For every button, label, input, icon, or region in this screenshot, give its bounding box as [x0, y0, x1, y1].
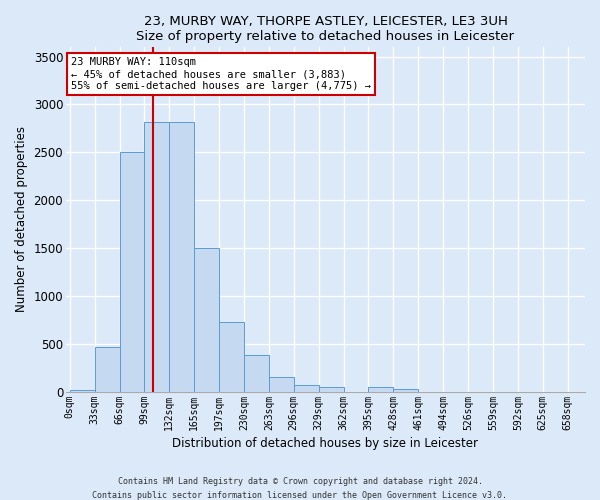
Text: Contains HM Land Registry data © Crown copyright and database right 2024.
Contai: Contains HM Land Registry data © Crown c…: [92, 478, 508, 500]
Title: 23, MURBY WAY, THORPE ASTLEY, LEICESTER, LE3 3UH
Size of property relative to de: 23, MURBY WAY, THORPE ASTLEY, LEICESTER,…: [136, 15, 514, 43]
Bar: [244, 354, 269, 392]
Bar: [368, 387, 394, 392]
Bar: [319, 387, 344, 392]
Bar: [269, 377, 294, 392]
Bar: [294, 385, 319, 392]
Bar: [145, 122, 169, 392]
X-axis label: Distribution of detached houses by size in Leicester: Distribution of detached houses by size …: [172, 437, 478, 450]
Text: 23 MURBY WAY: 110sqm
← 45% of detached houses are smaller (3,883)
55% of semi-de: 23 MURBY WAY: 110sqm ← 45% of detached h…: [71, 58, 371, 90]
Bar: [194, 248, 219, 392]
Bar: [95, 347, 119, 392]
Bar: [169, 122, 194, 392]
Bar: [70, 390, 95, 392]
Bar: [219, 322, 244, 392]
Y-axis label: Number of detached properties: Number of detached properties: [15, 126, 28, 312]
Bar: [394, 388, 418, 392]
Bar: [119, 152, 145, 392]
